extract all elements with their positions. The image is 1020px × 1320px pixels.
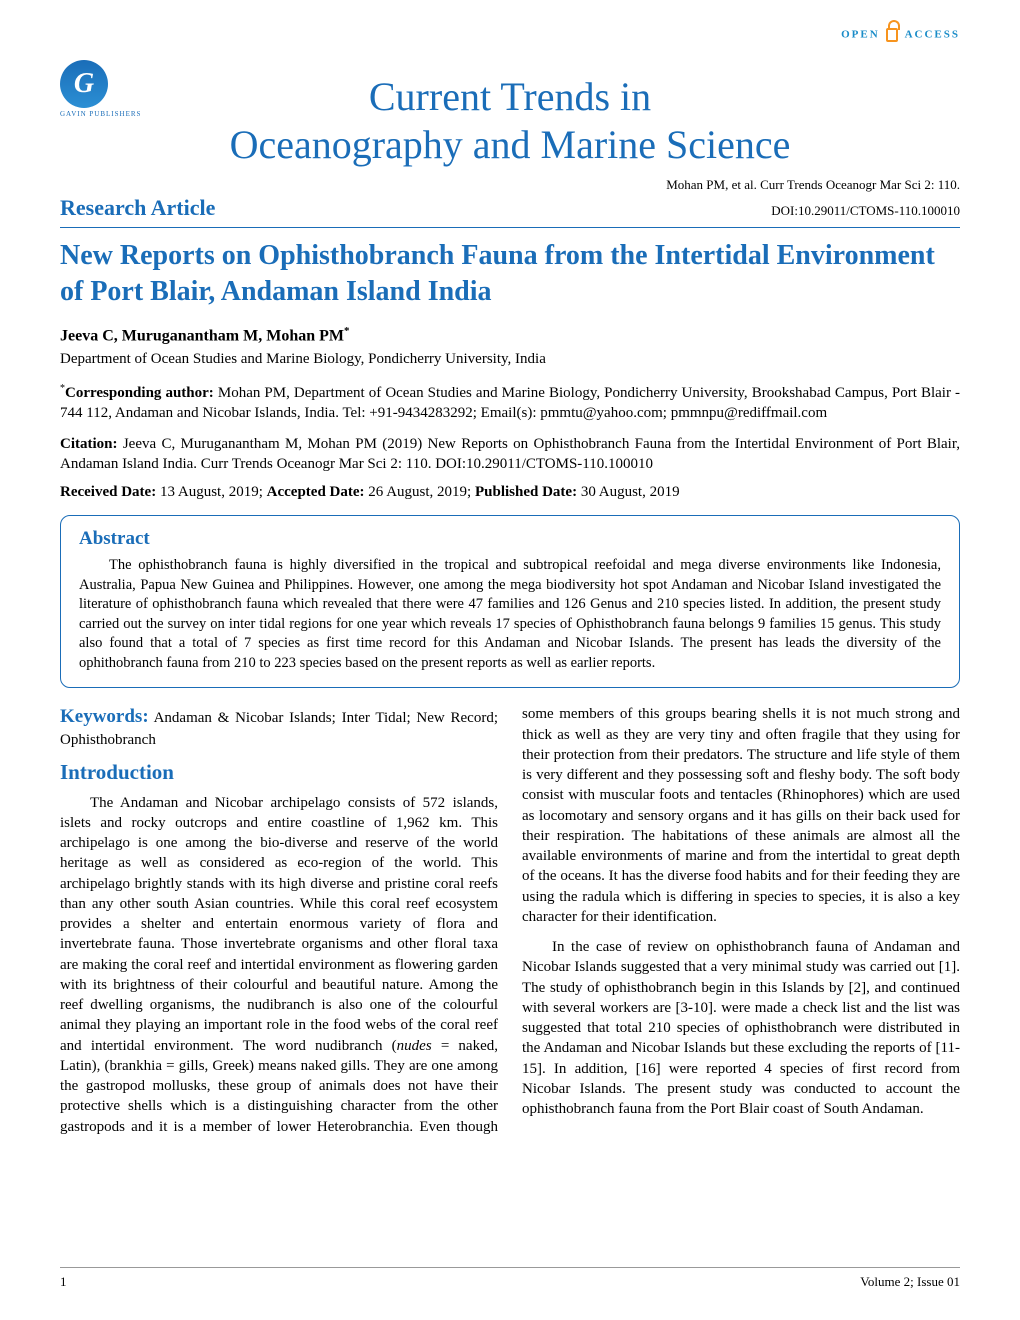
header-row: Research Article DOI:10.29011/CTOMS-110.… <box>60 195 960 221</box>
journal-title-line2: Oceanography and Marine Science <box>230 122 791 167</box>
citation-short: Mohan PM, et al. Curr Trends Oceanogr Ma… <box>60 177 960 193</box>
accepted-label: Accepted Date: <box>267 484 365 500</box>
page-footer: 1 Volume 2; Issue 01 <box>60 1267 960 1290</box>
affiliation: Department of Ocean Studies and Marine B… <box>60 351 960 368</box>
footer-page-number: 1 <box>60 1274 67 1290</box>
citation-block: Citation: Jeeva C, Muruganantham M, Moha… <box>60 434 960 475</box>
journal-title-line1: Current Trends in <box>369 74 651 119</box>
citation-text: Jeeva C, Muruganantham M, Mohan PM (2019… <box>60 436 960 472</box>
abstract-heading: Abstract <box>79 528 941 550</box>
received-label: Received Date: <box>60 484 156 500</box>
published-label: Published Date: <box>475 484 577 500</box>
keywords-label: Keywords: <box>60 706 149 727</box>
logo-circle: G <box>60 60 108 108</box>
published-value: 30 August, 2019 <box>577 484 680 500</box>
doi: DOI:10.29011/CTOMS-110.100010 <box>771 203 960 219</box>
article-title: New Reports on Ophisthobranch Fauna from… <box>60 238 960 311</box>
logo-letter: G <box>74 68 94 100</box>
author-names: Jeeva C, Muruganantham M, Mohan PM <box>60 327 344 344</box>
footer-volume: Volume 2; Issue 01 <box>860 1274 960 1290</box>
corresponding-author: *Corresponding author: Mohan PM, Departm… <box>60 382 960 424</box>
article-type: Research Article <box>60 195 215 221</box>
open-access-left: OPEN <box>841 29 880 41</box>
authors: Jeeva C, Muruganantham M, Mohan PM* <box>60 325 960 345</box>
open-access-right: ACCESS <box>905 29 960 41</box>
accepted-value: 26 August, 2019; <box>365 484 475 500</box>
corresponding-label: Corresponding author: <box>65 385 214 401</box>
citation-label: Citation: <box>60 436 118 452</box>
introduction-heading: Introduction <box>60 758 498 786</box>
body-columns: Keywords: Andaman & Nicobar Islands; Int… <box>60 704 960 1136</box>
intro-p1-col2: bers of this groups bearing shells it is… <box>522 706 960 925</box>
lock-icon <box>886 28 898 42</box>
journal-title: Current Trends in Oceanography and Marin… <box>60 73 960 169</box>
abstract-text: The ophisthobranch fauna is highly diver… <box>79 556 941 673</box>
header-rule <box>60 227 960 228</box>
abstract-box: Abstract The ophisthobranch fauna is hig… <box>60 515 960 688</box>
intro-paragraph-2: In the case of review on ophisthobranch … <box>522 937 960 1119</box>
keywords-paragraph: Keywords: Andaman & Nicobar Islands; Int… <box>60 704 498 750</box>
author-superscript: * <box>344 325 350 337</box>
received-value: 13 August, 2019; <box>156 484 266 500</box>
intro-p1-a: The Andaman and Nicobar archipelago cons… <box>60 795 498 1054</box>
intro-italic-nudes: nudes <box>397 1038 432 1054</box>
open-access-badge: OPEN ACCESS <box>841 28 960 42</box>
dates-block: Received Date: 13 August, 2019; Accepted… <box>60 484 960 501</box>
